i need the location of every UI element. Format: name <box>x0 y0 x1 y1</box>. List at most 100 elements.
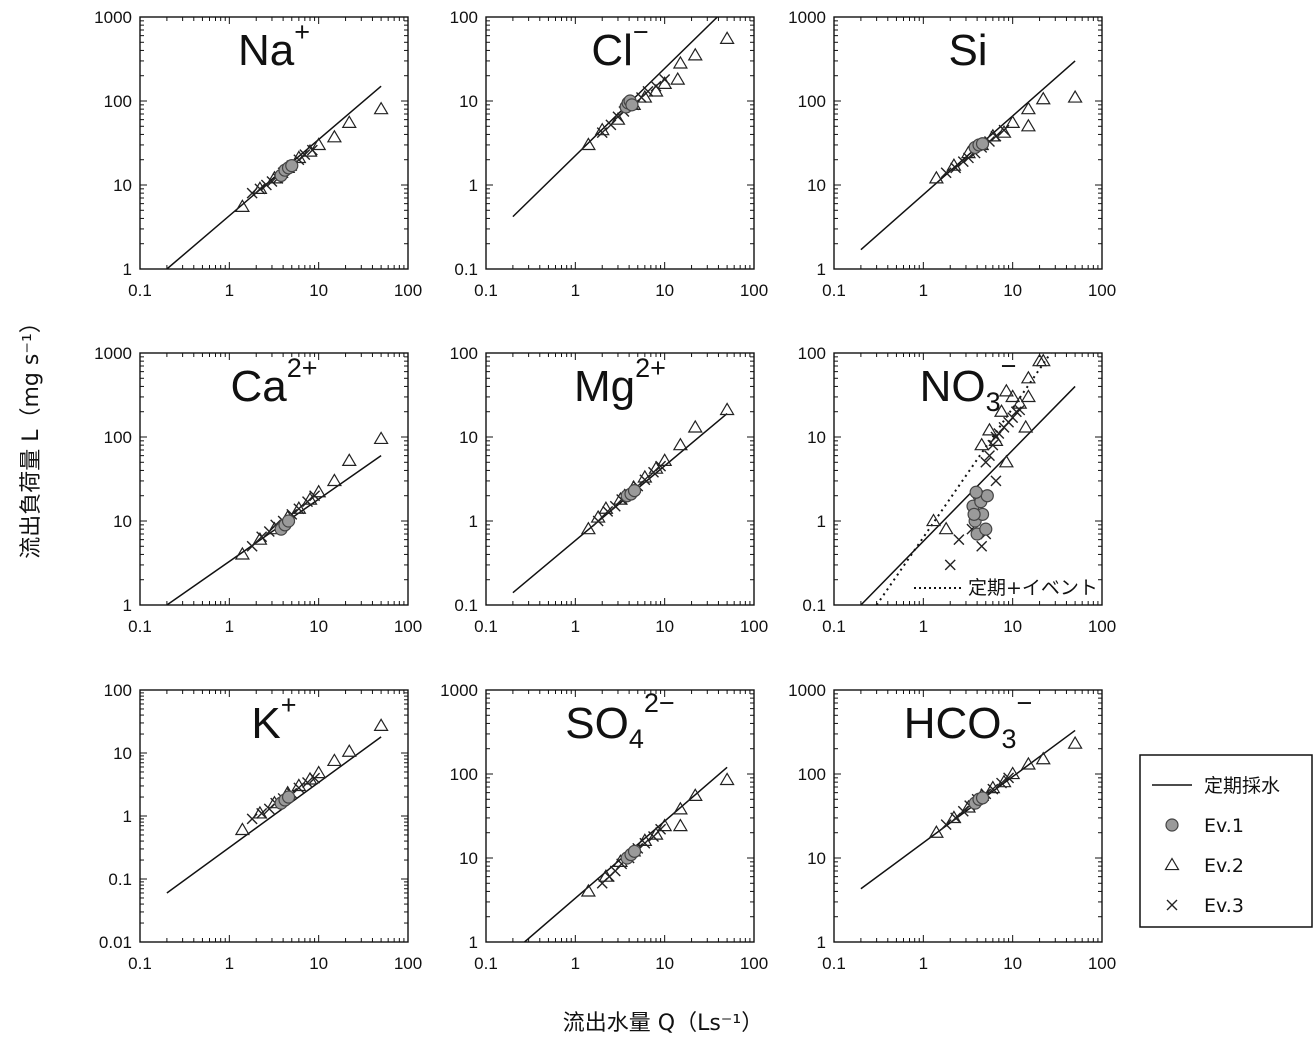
data-point <box>627 484 642 498</box>
data-point <box>291 150 307 164</box>
plot-frame <box>833 352 1103 606</box>
x-tick-label: 1 <box>571 954 580 973</box>
data-point <box>975 791 990 805</box>
data-point <box>1067 89 1083 103</box>
fit-line <box>512 17 719 218</box>
data-point <box>254 183 266 195</box>
data-point <box>291 501 307 514</box>
data-point <box>326 473 342 487</box>
data-point <box>281 514 296 528</box>
data-point <box>985 128 1001 142</box>
data-point <box>672 55 688 69</box>
data-point <box>246 540 258 552</box>
data-point <box>996 124 1012 138</box>
data-point <box>580 521 596 535</box>
y-tick-label: 1000 <box>94 8 132 27</box>
y-tick-label: 1 <box>123 807 132 826</box>
x-tick-label: 1 <box>919 617 928 636</box>
series-ev2 <box>234 101 389 212</box>
legend: 定期採水 Ev.1 Ev.2 Ev.3 <box>1139 754 1313 928</box>
legend-label: Ev.1 <box>1204 815 1244 837</box>
panel-si: 0.1 1 10 100 1 10 100 1000 Si <box>788 8 1116 300</box>
y-tick-label: 1 <box>469 512 478 531</box>
x-tick-label: 100 <box>394 617 422 636</box>
x-tick-label: 0.1 <box>822 281 846 300</box>
y-tick-label: 100 <box>104 681 132 700</box>
x-tick-label: 10 <box>309 281 328 300</box>
x-tick-label: 10 <box>1003 281 1022 300</box>
y-tick-label: 10 <box>807 176 826 195</box>
series-ev1 <box>274 514 296 536</box>
data-point <box>648 460 664 474</box>
data-point <box>1035 353 1051 367</box>
panel-na: 0.1 1 10 100 1 10 100 1000 Na+ <box>94 8 422 300</box>
x-tick-label: 100 <box>740 954 768 973</box>
data-point <box>967 507 981 521</box>
x-tick-label: 100 <box>1088 281 1116 300</box>
data-point <box>1018 419 1034 433</box>
data-point <box>341 453 357 467</box>
data-point <box>655 823 667 835</box>
data-point <box>311 765 327 779</box>
data-point <box>590 509 606 523</box>
panel-title: Cl− <box>591 17 648 75</box>
fit-line <box>166 455 382 605</box>
x-tick-label: 1 <box>571 617 580 636</box>
legend-label: Ev.2 <box>1204 855 1244 877</box>
x-tick-label: 100 <box>1088 617 1116 636</box>
data-point <box>302 491 318 505</box>
data-point <box>719 772 735 786</box>
panel-ca: 0.1 1 10 100 1 10 100 1000 Ca2+ <box>94 344 422 636</box>
data-point <box>979 522 993 536</box>
data-point <box>302 143 318 157</box>
data-point <box>940 167 952 179</box>
x-tick-label: 1 <box>225 617 234 636</box>
y-tick-label: 100 <box>450 8 478 27</box>
data-point <box>373 718 389 731</box>
y-tick-label: 100 <box>798 344 826 363</box>
data-point <box>950 162 962 174</box>
y-tick-label: 1 <box>469 176 478 195</box>
data-point <box>657 818 673 832</box>
legend-marker-cross <box>1166 899 1178 911</box>
data-point <box>373 431 389 445</box>
y-tick-label: 100 <box>450 765 478 784</box>
data-point <box>969 485 983 499</box>
x-tick-label: 10 <box>655 617 674 636</box>
data-point <box>234 546 250 560</box>
y-tick-label: 0.1 <box>454 596 478 615</box>
plot-frame <box>485 16 755 270</box>
data-point <box>946 810 962 824</box>
data-point <box>980 489 994 503</box>
x-tick-label: 0.1 <box>474 281 498 300</box>
y-tick-label: 100 <box>450 344 478 363</box>
data-point <box>291 778 307 792</box>
data-point <box>1005 115 1021 128</box>
x-tick-label: 0.1 <box>822 617 846 636</box>
data-point <box>311 137 327 151</box>
plot-frame <box>139 16 409 270</box>
data-point <box>285 159 299 173</box>
data-point <box>940 819 952 831</box>
data-point <box>326 753 342 767</box>
y-tick-label: 1000 <box>788 8 826 27</box>
y-tick-label: 1000 <box>788 681 826 700</box>
data-point <box>657 453 673 467</box>
data-point <box>687 419 703 433</box>
series-ev1 <box>620 484 642 503</box>
x-tick-label: 1 <box>225 954 234 973</box>
data-point <box>1014 404 1026 416</box>
panel-no: 0.1 1 10 100 0.1 1 10 100 NO3− 定期+イベント <box>798 344 1117 636</box>
data-point <box>341 743 357 757</box>
panel-title: Si <box>948 26 987 75</box>
series-ev3 <box>944 404 1026 571</box>
series-ev1 <box>966 485 994 541</box>
data-point <box>938 521 954 535</box>
data-point <box>302 777 313 789</box>
plot-frame <box>833 16 1103 270</box>
data-point <box>928 825 944 838</box>
panel-mg: 0.1 1 10 100 0.1 1 10 100 Mg2+ <box>450 344 769 636</box>
x-tick-label: 0.1 <box>128 617 152 636</box>
data-point <box>672 818 688 832</box>
x-tick-label: 100 <box>1088 954 1116 973</box>
